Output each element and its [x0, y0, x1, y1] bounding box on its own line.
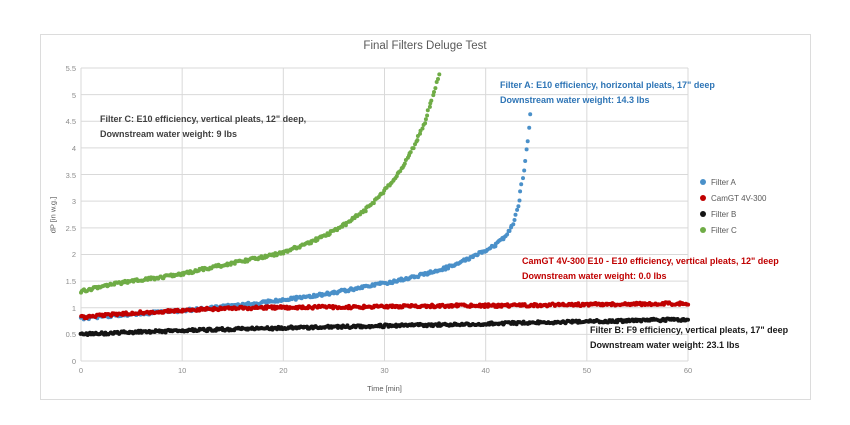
- annotation-line: Filter A: E10 efficiency, horizontal ple…: [500, 80, 715, 90]
- legend-item-camgt-4v-300: CamGT 4V-300: [700, 190, 766, 206]
- x-tick-label: 60: [683, 366, 693, 375]
- legend-marker-filter-b: [700, 211, 706, 217]
- x-tick-label: 50: [582, 366, 591, 375]
- annotation-camgt-4v-300: CamGT 4V-300 E10 - E10 efficiency, verti…: [522, 254, 779, 284]
- y-tick-label: 2: [71, 250, 76, 260]
- legend-label: Filter C: [711, 225, 737, 235]
- y-tick-label: 0: [71, 357, 76, 366]
- y-tick-label: 0.5: [65, 330, 76, 340]
- annotation-line: Downstream water weight: 23.1 lbs: [590, 340, 740, 350]
- x-tick-label: 20: [279, 366, 288, 375]
- legend-label: Filter A: [711, 177, 736, 187]
- y-tick-label: 1: [71, 303, 76, 313]
- legend: Filter A CamGT 4V-300 Filter B Filter C: [700, 174, 766, 238]
- x-tick-label: 40: [481, 366, 490, 375]
- y-axis-label: dP [in w.g.]: [48, 196, 58, 234]
- y-tick-label: 2.5: [65, 223, 76, 233]
- y-tick-label: 5: [71, 90, 76, 100]
- annotation-filter-b: Filter B: F9 efficiency, vertical pleats…: [590, 323, 788, 353]
- x-tick-label: 0: [78, 366, 84, 375]
- legend-item-filter-b: Filter B: [700, 206, 766, 222]
- y-tick-label: 1.5: [65, 277, 76, 287]
- annotation-line: Downstream water weight: 0.0 lbs: [522, 271, 667, 281]
- annotation-line: Filter B: F9 efficiency, vertical pleats…: [590, 325, 789, 335]
- legend-marker-filter-c: [700, 227, 706, 233]
- y-tick-label: 4: [71, 143, 76, 153]
- annotation-filter-a: Filter A: E10 efficiency, horizontal ple…: [500, 78, 715, 108]
- series-filter-c: [79, 72, 442, 295]
- annotation-line: CamGT 4V-300 E10 - E10 efficiency, verti…: [522, 256, 779, 266]
- annotation-line: Downstream water weight: 14.3 lbs: [500, 95, 650, 105]
- y-tick-label: 5.5: [65, 64, 76, 73]
- annotation-line: Downstream water weight: 9 lbs: [100, 129, 238, 139]
- annotation-line: Filter C: E10 efficiency, vertical pleat…: [100, 114, 307, 124]
- x-axis-label: Time [min]: [367, 384, 402, 393]
- chart-title: Final Filters Deluge Test: [363, 40, 487, 52]
- legend-label: CamGT 4V-300: [711, 193, 767, 203]
- series-filter-b: [78, 316, 690, 337]
- legend-label: Filter B: [711, 209, 737, 219]
- legend-marker-camgt-4v-300: [700, 195, 706, 201]
- y-tick-label: 4.5: [65, 117, 76, 127]
- series-camgt-4v-300: [79, 300, 691, 321]
- annotation-filter-c: Filter C: E10 efficiency, vertical pleat…: [100, 112, 306, 142]
- x-tick-label: 10: [177, 366, 187, 375]
- legend-marker-filter-a: [700, 179, 706, 185]
- legend-item-filter-a: Filter A: [700, 174, 766, 190]
- y-tick-label: 3: [71, 197, 76, 207]
- legend-item-filter-c: Filter C: [700, 222, 766, 238]
- y-tick-label: 3.5: [65, 170, 76, 180]
- x-tick-label: 30: [380, 366, 389, 375]
- series-filter-a: [78, 112, 533, 322]
